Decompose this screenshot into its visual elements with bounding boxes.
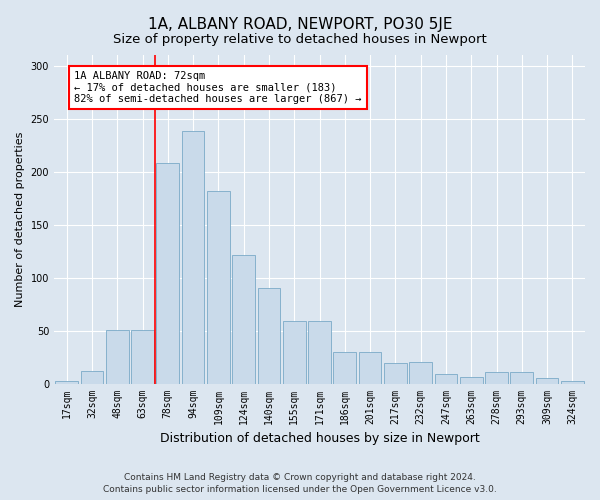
Bar bbox=[308, 321, 331, 384]
Bar bbox=[536, 378, 559, 384]
Bar bbox=[131, 330, 154, 384]
Bar bbox=[434, 374, 457, 384]
Bar bbox=[80, 371, 103, 384]
Bar bbox=[106, 330, 128, 384]
Bar bbox=[182, 132, 205, 384]
Bar bbox=[460, 377, 482, 384]
Bar bbox=[334, 352, 356, 384]
Bar bbox=[207, 190, 230, 384]
Bar bbox=[359, 352, 382, 384]
Bar bbox=[409, 362, 432, 384]
Bar bbox=[384, 364, 407, 384]
Y-axis label: Number of detached properties: Number of detached properties bbox=[15, 132, 25, 307]
Bar bbox=[511, 372, 533, 384]
Bar bbox=[157, 163, 179, 384]
Text: Size of property relative to detached houses in Newport: Size of property relative to detached ho… bbox=[113, 32, 487, 46]
Text: 1A ALBANY ROAD: 72sqm
← 17% of detached houses are smaller (183)
82% of semi-det: 1A ALBANY ROAD: 72sqm ← 17% of detached … bbox=[74, 71, 362, 104]
Bar bbox=[232, 256, 255, 384]
X-axis label: Distribution of detached houses by size in Newport: Distribution of detached houses by size … bbox=[160, 432, 479, 445]
Bar bbox=[257, 288, 280, 384]
Bar bbox=[485, 372, 508, 384]
Bar bbox=[561, 382, 584, 384]
Bar bbox=[283, 321, 305, 384]
Text: Contains HM Land Registry data © Crown copyright and database right 2024.
Contai: Contains HM Land Registry data © Crown c… bbox=[103, 472, 497, 494]
Bar bbox=[55, 382, 78, 384]
Text: 1A, ALBANY ROAD, NEWPORT, PO30 5JE: 1A, ALBANY ROAD, NEWPORT, PO30 5JE bbox=[148, 18, 452, 32]
